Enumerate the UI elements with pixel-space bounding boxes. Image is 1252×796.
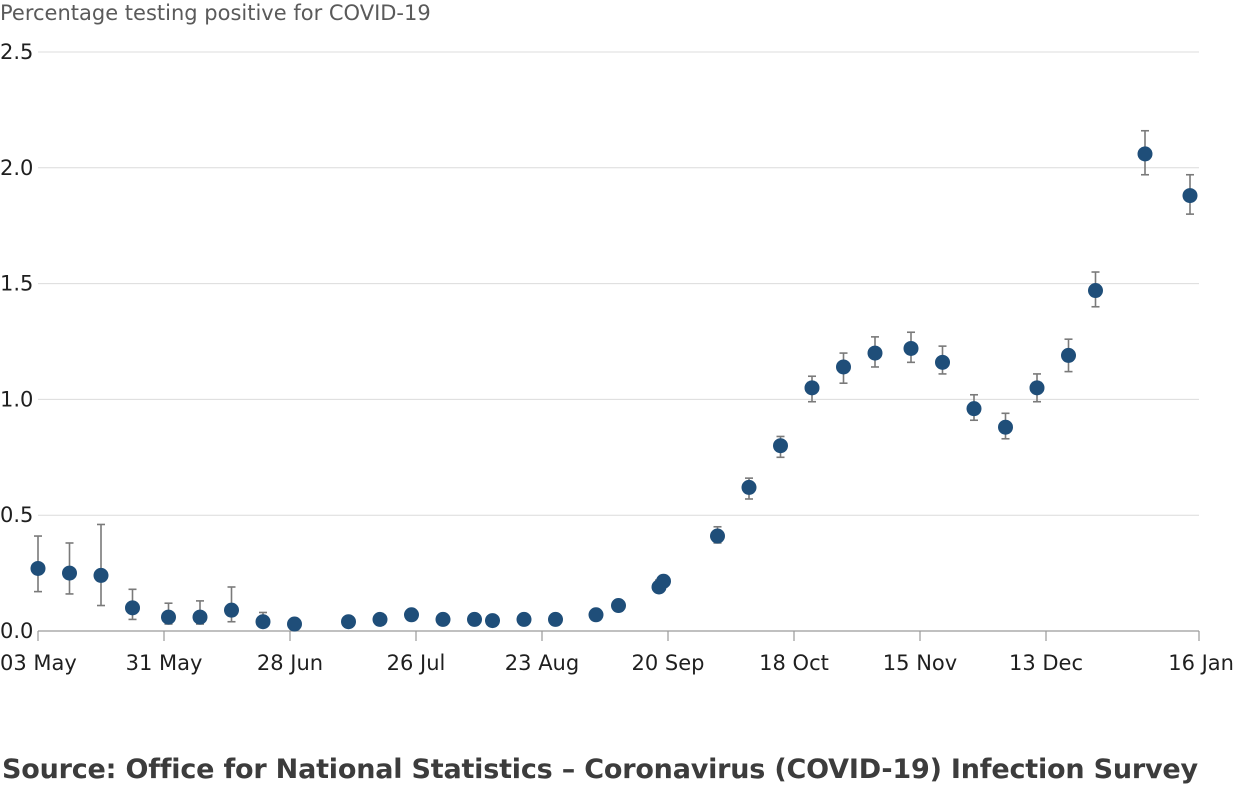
data-point	[404, 607, 419, 623]
x-tick-label: 23 Aug	[505, 651, 579, 675]
x-tick-label: 13 Dec	[1009, 651, 1083, 675]
data-point	[903, 340, 919, 356]
x-axis: 03 May 31 May 28 Jun 26 Jul 23 Aug 20 Sep 18 O…	[0, 630, 1234, 675]
data-point	[611, 598, 626, 614]
data-point	[935, 354, 950, 370]
data-point	[1088, 283, 1103, 299]
gridlines	[38, 51, 1199, 516]
error-bar	[97, 523, 105, 607]
data-point	[773, 438, 788, 454]
data-point	[867, 345, 883, 361]
data-point	[548, 611, 563, 627]
data-point	[62, 565, 77, 581]
data-point	[467, 611, 482, 627]
data-point	[588, 607, 604, 623]
y-tick-label: 0.0	[0, 619, 33, 643]
x-tick-label: 15 Nov	[883, 651, 957, 675]
y-tick-label: 1.5	[0, 272, 33, 296]
chart: Percentage testing positive for COVID-19…	[0, 1, 1234, 675]
data-point	[125, 600, 140, 616]
data-point	[710, 528, 725, 544]
data-point	[656, 573, 671, 589]
x-tick-label: 26 Jul	[387, 651, 446, 675]
data-point	[1137, 146, 1153, 162]
data-point	[161, 609, 176, 625]
data-point	[30, 560, 46, 576]
data-point	[485, 613, 500, 629]
y-tick-label: 1.0	[0, 387, 33, 411]
error-bars	[34, 129, 1194, 628]
y-tick-label: 2.0	[0, 156, 33, 180]
data-point	[966, 401, 982, 417]
x-tick-label: 31 May	[126, 651, 203, 675]
x-tick-label: 28 Jun	[257, 651, 323, 675]
x-tick-label: 16 Jan	[1168, 651, 1234, 675]
data-point	[1061, 347, 1076, 363]
data-point	[1182, 188, 1198, 204]
y-tick-label: 2.5	[0, 40, 33, 64]
source-note: Source: Office for National Statistics –…	[2, 754, 1198, 785]
data-point	[372, 611, 388, 627]
data-point	[192, 609, 208, 625]
data-point	[255, 614, 271, 630]
data-point	[1029, 380, 1045, 396]
data-point	[836, 359, 851, 375]
data-points	[30, 146, 1198, 632]
data-point	[93, 567, 109, 583]
data-point	[516, 611, 532, 627]
y-axis-label: Percentage testing positive for COVID-19	[0, 1, 431, 25]
data-point	[287, 616, 302, 632]
x-tick-label: 18 Oct	[759, 651, 829, 675]
y-tick-labels: 0.0 0.5 1.0 1.5 2.0 2.5	[0, 40, 33, 643]
y-tick-label: 0.5	[0, 503, 33, 527]
data-point	[804, 380, 820, 396]
data-point	[741, 479, 757, 495]
data-point	[224, 602, 239, 618]
x-tick-label: 20 Sep	[632, 651, 705, 675]
data-point	[341, 614, 356, 630]
data-point	[998, 419, 1013, 435]
data-point	[435, 611, 451, 627]
x-tick-label: 03 May	[0, 651, 77, 675]
